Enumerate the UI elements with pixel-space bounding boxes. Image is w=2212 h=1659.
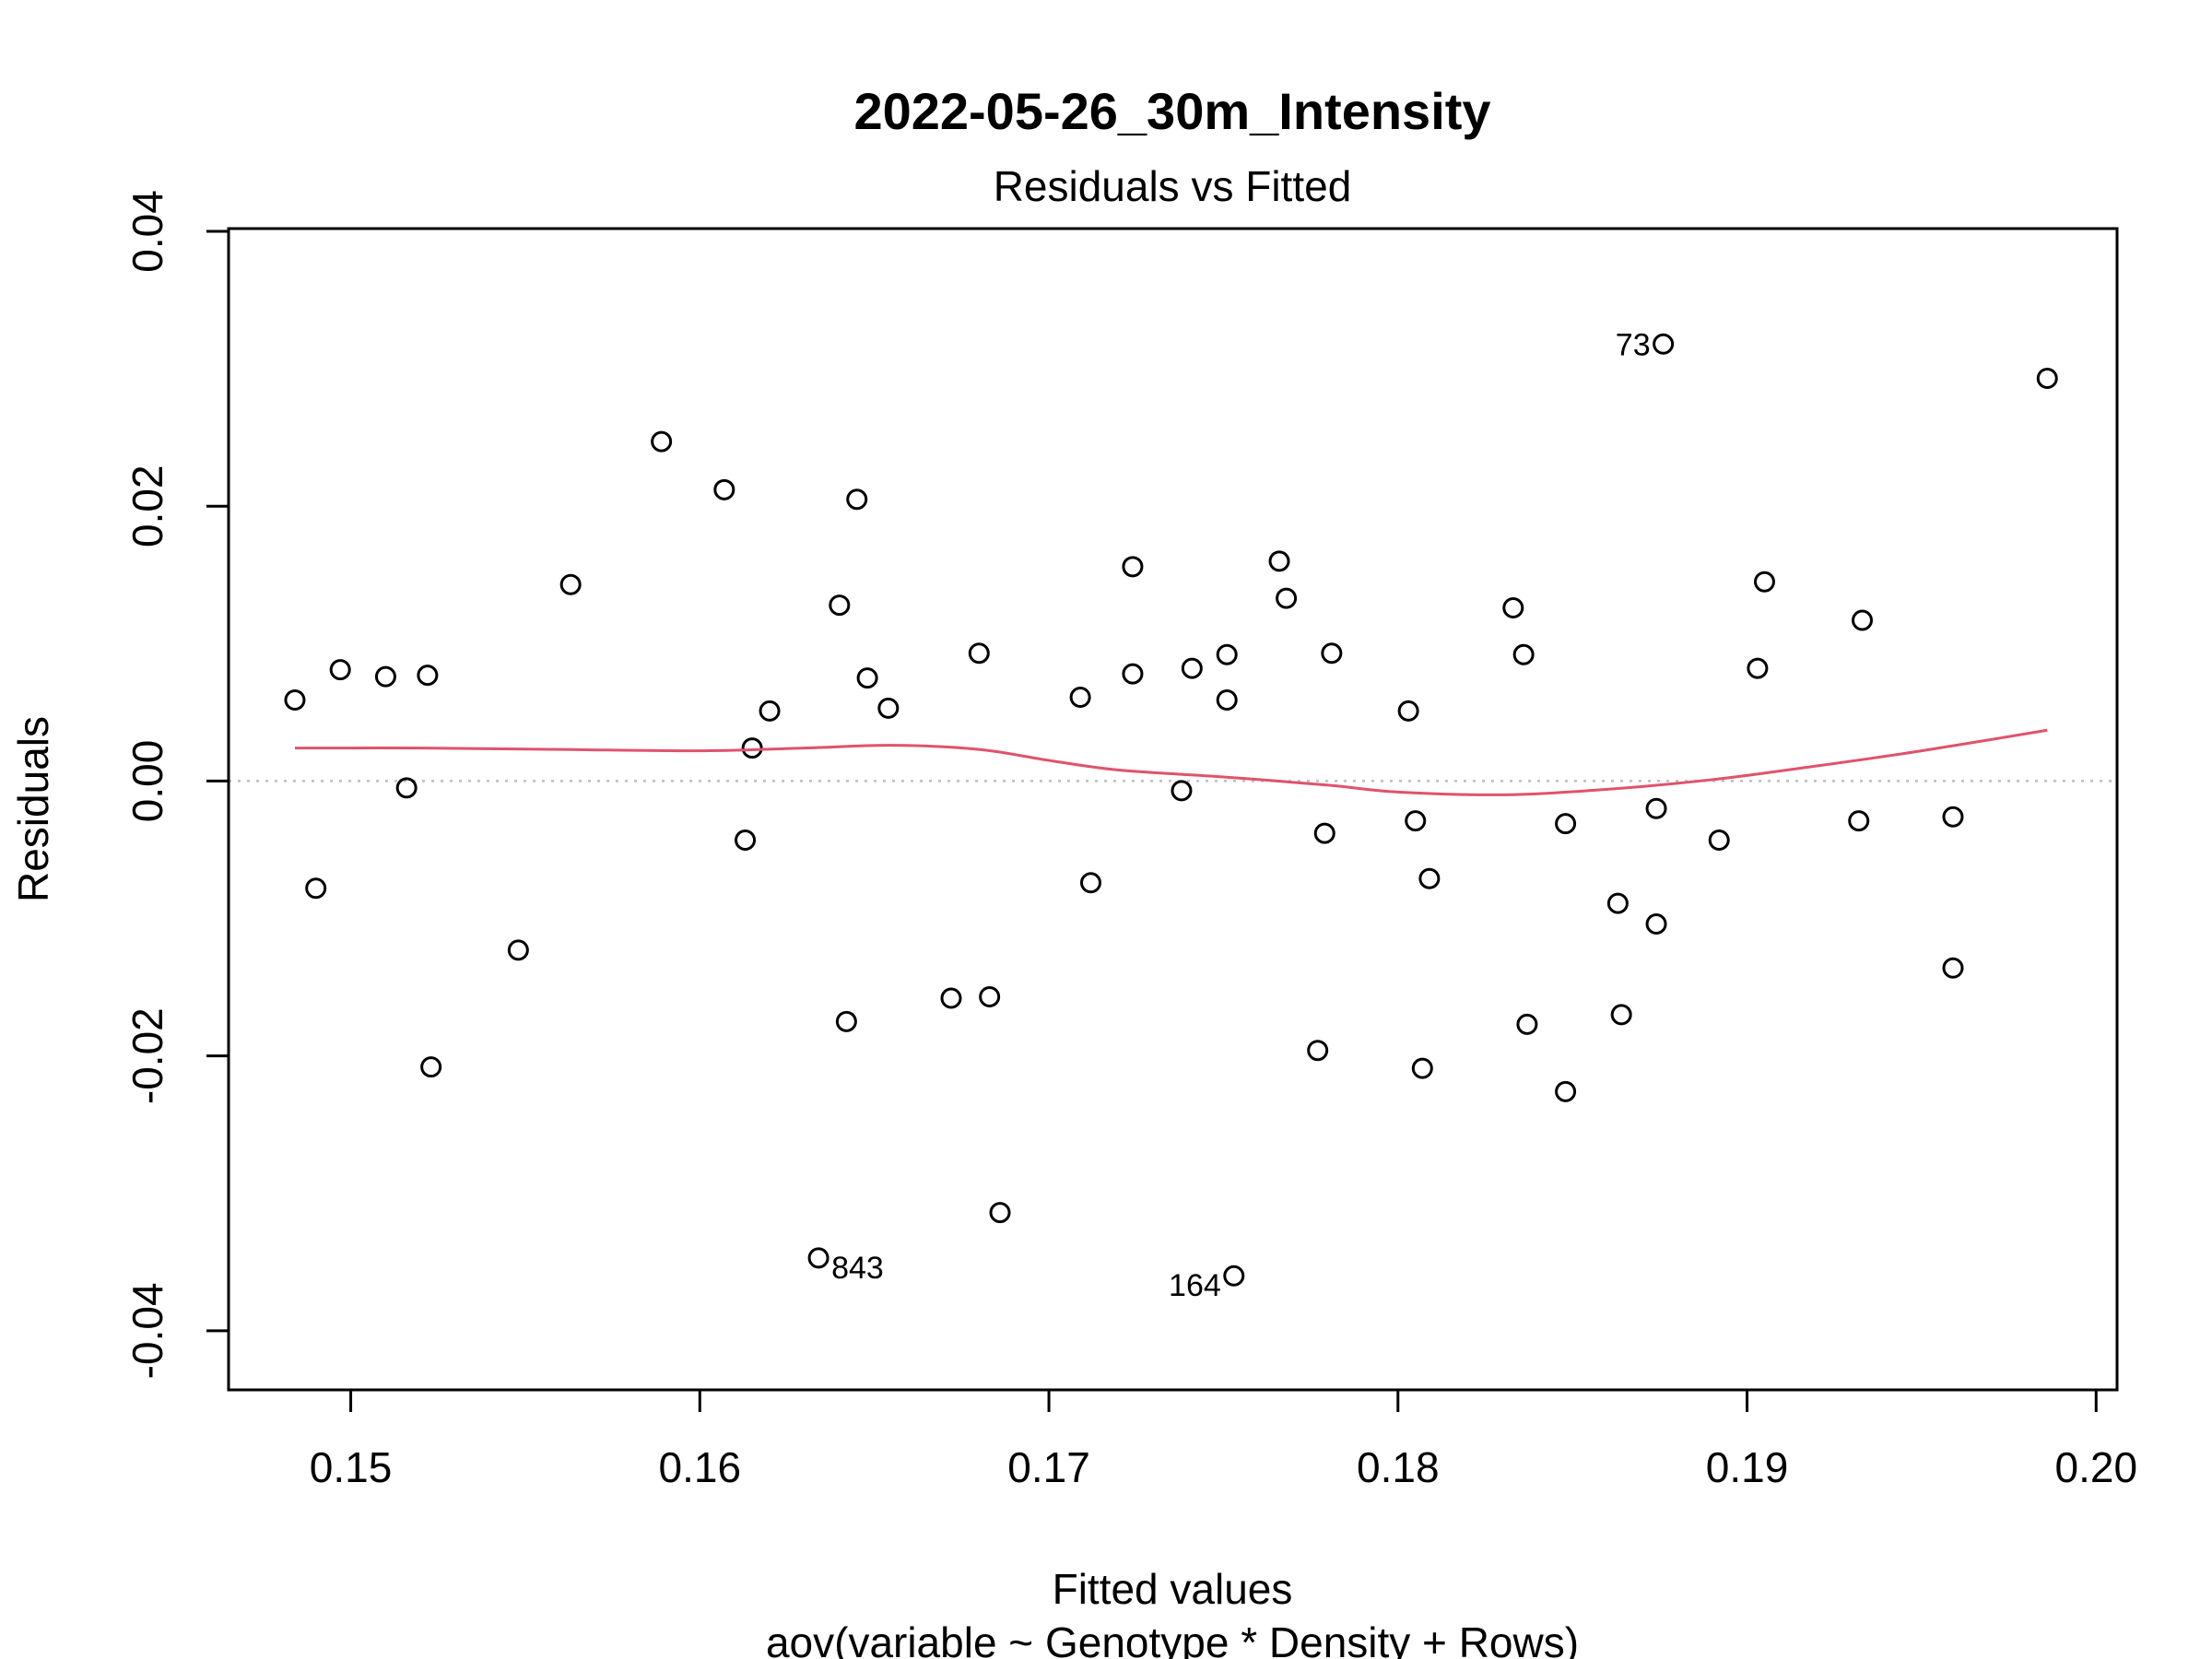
y-tick-label: -0.02: [124, 1007, 171, 1104]
data-point: [1555, 813, 1577, 835]
data-point: [1223, 1265, 1245, 1287]
smooth-trend-line: [294, 728, 2048, 796]
data-point: [856, 667, 878, 689]
data-point: [1418, 867, 1441, 889]
data-point: [989, 1202, 1011, 1224]
data-point: [1181, 657, 1203, 679]
data-point: [1848, 810, 1870, 832]
data-point: [395, 777, 418, 799]
chart-title: 2022-05-26_30m_Intensity: [853, 82, 1490, 140]
data-point: [417, 665, 439, 687]
data-point: [1276, 587, 1298, 609]
data-point: [374, 665, 396, 688]
x-tick-label: 0.18: [1357, 1443, 1440, 1491]
data-point: [1606, 892, 1629, 914]
data-point: [1171, 780, 1193, 802]
data-point: [1268, 550, 1290, 572]
data-point: [1122, 556, 1144, 578]
x-tick-label: 0.20: [2055, 1443, 2138, 1491]
residual-points: [284, 333, 2058, 1287]
data-point: [420, 1056, 442, 1078]
data-point: [1321, 642, 1343, 665]
data-point: [1747, 657, 1769, 679]
data-point: [877, 697, 900, 719]
data-point: [1653, 333, 1675, 355]
data-point: [713, 478, 735, 500]
data-point: [735, 830, 757, 852]
data-point: [559, 573, 582, 595]
data-point: [1313, 822, 1335, 844]
data-point: [1753, 571, 1775, 593]
x-tick-label: 0.16: [659, 1443, 742, 1491]
data-point: [1079, 872, 1101, 894]
data-point: [1610, 1004, 1632, 1026]
data-point: [1516, 1013, 1538, 1035]
data-point: [1512, 643, 1535, 665]
data-point: [807, 1247, 830, 1269]
data-point: [1502, 597, 1524, 619]
data-point: [1942, 806, 1964, 828]
data-point: [507, 939, 529, 961]
data-point: [835, 1010, 857, 1032]
data-point: [1307, 1040, 1329, 1062]
x-tick-label: 0.19: [1706, 1443, 1789, 1491]
plot-frame: [227, 227, 2119, 1392]
outlier-labels: 843 164 73: [831, 327, 1651, 1303]
x-tick-label: 0.17: [1007, 1443, 1090, 1491]
point-label: 843: [831, 1251, 884, 1286]
data-point: [284, 688, 306, 711]
data-point: [846, 488, 868, 511]
data-point: [1852, 609, 1874, 631]
data-point: [1645, 913, 1667, 935]
data-point: [651, 430, 673, 453]
y-tick-label: 0.02: [124, 465, 171, 547]
data-point: [940, 987, 962, 1009]
data-point: [1555, 1080, 1577, 1102]
data-point: [329, 659, 351, 681]
data-point: [1645, 797, 1667, 819]
data-point: [759, 700, 781, 722]
data-point: [1122, 663, 1144, 685]
x-axis-sublabel: aov(variable ~ Genotype * Density + Rows…: [766, 1618, 1579, 1659]
data-point: [829, 594, 851, 617]
data-point: [979, 986, 1001, 1008]
data-point: [1216, 688, 1238, 711]
chart-subtitle: Residuals vs Fitted: [994, 162, 1352, 210]
data-point: [968, 642, 990, 665]
data-point: [305, 877, 327, 900]
data-point: [1069, 686, 1091, 708]
data-point: [1397, 700, 1419, 722]
plot-axes: 0.15 0.16 0.17 0.18 0.19 0.20 -0.04 -0.02 0.00 0.…: [124, 190, 2137, 1491]
x-axis-label: Fitted values: [1053, 1565, 1293, 1613]
point-label: 73: [1616, 327, 1651, 362]
data-point: [741, 737, 763, 759]
data-point: [1216, 643, 1238, 665]
point-label: 164: [1169, 1268, 1221, 1303]
data-point: [2036, 368, 2058, 390]
data-point: [1708, 830, 1730, 852]
data-point: [1411, 1057, 1433, 1079]
data-point: [1405, 810, 1427, 832]
x-tick-label: 0.15: [310, 1443, 393, 1491]
y-tick-label: 0.00: [124, 740, 171, 823]
data-point: [1942, 957, 1964, 979]
y-tick-label: -0.04: [124, 1282, 171, 1379]
y-tick-label: 0.04: [124, 190, 171, 273]
y-axis-label: Residuals: [9, 716, 57, 902]
